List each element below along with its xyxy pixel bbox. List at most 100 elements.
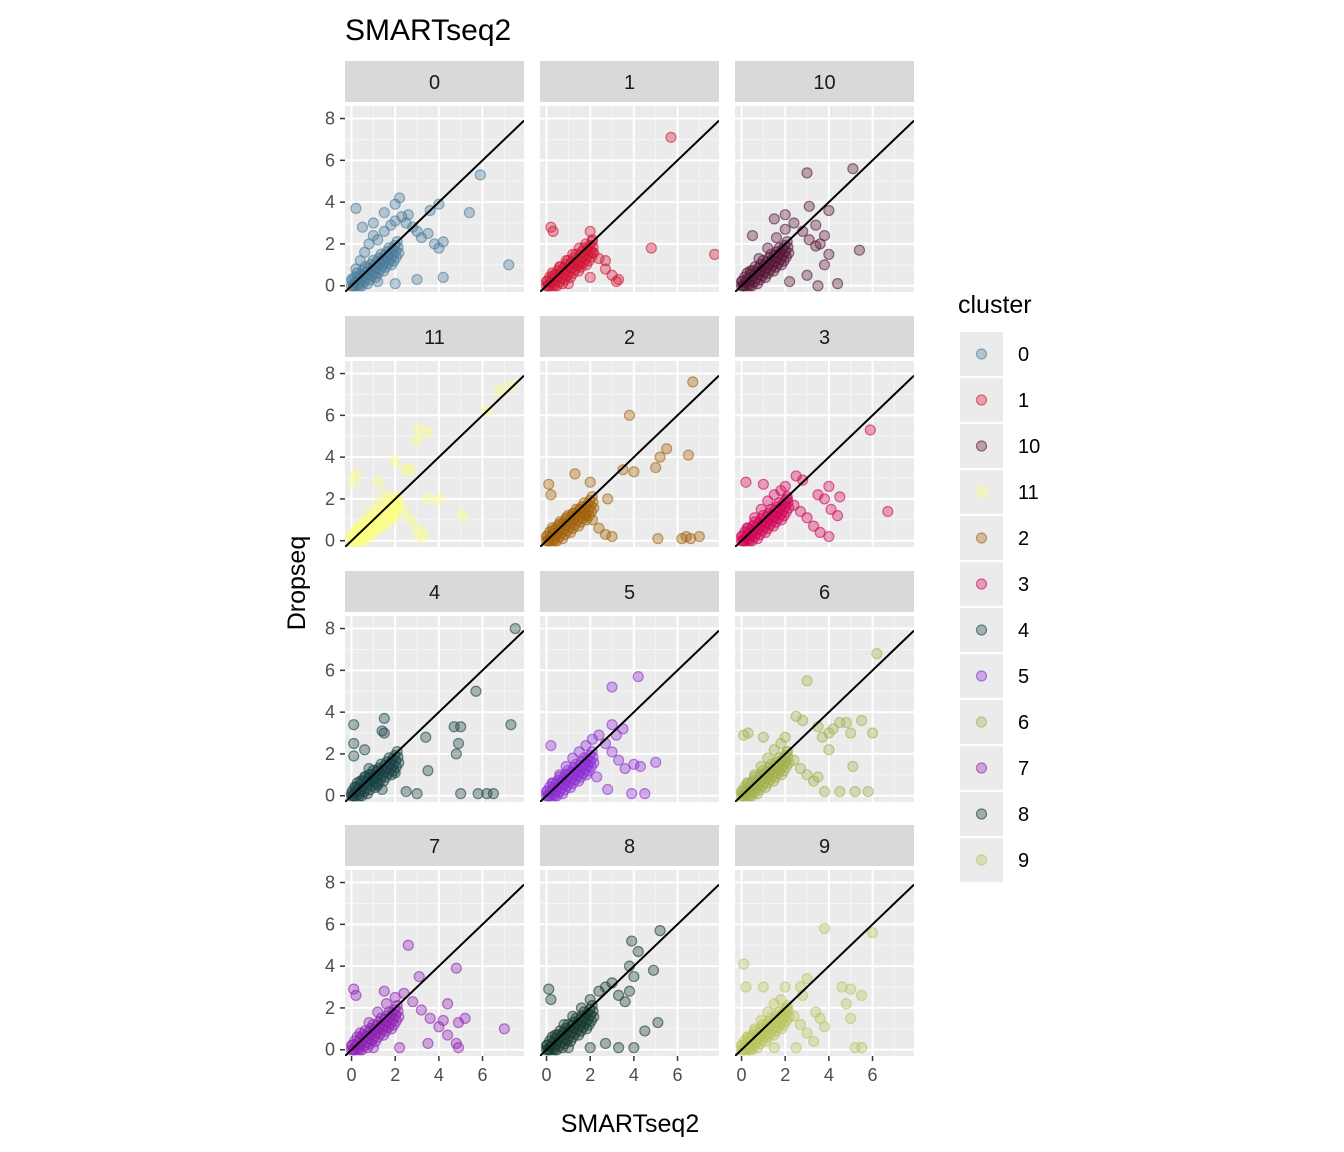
- data-point: [801, 269, 813, 281]
- facet-strip: [735, 825, 914, 866]
- x-tick-label: 2: [390, 1065, 400, 1085]
- data-point: [437, 1014, 449, 1027]
- legend-key: [960, 792, 1003, 836]
- data-point: [367, 217, 379, 229]
- data-point: [623, 985, 636, 997]
- identity-line: [540, 119, 719, 292]
- facet-strip-label: 4: [429, 582, 440, 604]
- data-point: [599, 255, 612, 267]
- data-point: [378, 712, 390, 725]
- data-point: [654, 451, 666, 463]
- data-point: [693, 530, 705, 543]
- legend-item-0: 0: [960, 332, 1029, 376]
- data-point: [457, 510, 469, 522]
- legend-label: 9: [1018, 850, 1029, 872]
- data-point: [812, 771, 824, 783]
- data-point: [584, 225, 596, 237]
- data-point: [652, 533, 664, 545]
- y-tick-label: 6: [325, 914, 335, 934]
- legend-key: [960, 654, 1003, 698]
- facet-strip: [735, 316, 914, 357]
- data-point: [866, 727, 879, 739]
- facet-strip-label: 5: [624, 582, 635, 604]
- x-tick-label: 6: [868, 1065, 878, 1085]
- facet-panel-3: 3: [735, 316, 914, 547]
- panel-marks: [540, 629, 719, 802]
- y-tick-label: 4: [325, 447, 335, 467]
- data-point: [422, 493, 434, 505]
- data-point: [836, 981, 848, 993]
- facet-panel-9: 9 0 2 4 6: [735, 825, 914, 1085]
- data-point: [494, 384, 506, 396]
- identity-line: [540, 883, 719, 1056]
- data-point: [634, 760, 647, 773]
- data-point: [632, 671, 644, 683]
- identity-line: [735, 119, 914, 292]
- data-point: [433, 493, 445, 505]
- data-point: [393, 1042, 406, 1054]
- data-point: [801, 167, 813, 179]
- facet-panel-10: 10: [735, 61, 914, 292]
- data-point: [853, 244, 866, 256]
- facet-strip-label: 2: [624, 327, 635, 349]
- data-point: [845, 983, 857, 995]
- x-tick-label: 0: [542, 1065, 552, 1085]
- facet-panel-11: 11 0 2 4 6 8: [325, 316, 524, 551]
- data-point: [350, 468, 362, 480]
- legend-item-2: 2: [960, 516, 1029, 560]
- data-point: [783, 757, 795, 769]
- data-point: [831, 510, 844, 522]
- facet-strip: [345, 61, 524, 102]
- data-point: [437, 271, 449, 283]
- data-point: [779, 480, 791, 492]
- data-point: [545, 739, 557, 752]
- data-point: [626, 935, 638, 947]
- legend-key: [960, 378, 1003, 422]
- y-tick-label: 0: [325, 276, 335, 296]
- legend-key: [960, 608, 1003, 652]
- data-point: [441, 998, 454, 1010]
- data-point: [411, 788, 423, 800]
- data-point: [569, 468, 581, 480]
- legend-label: 7: [1018, 758, 1029, 780]
- legend-key: [960, 562, 1003, 606]
- data-point: [790, 1042, 802, 1054]
- data-point: [422, 765, 434, 777]
- legend-label: 0: [1018, 344, 1029, 366]
- data-point: [505, 380, 517, 392]
- data-point: [757, 731, 769, 743]
- data-point: [779, 731, 791, 743]
- data-point: [626, 788, 638, 800]
- data-point: [433, 198, 445, 210]
- legend-marker: [975, 532, 988, 544]
- data-point: [606, 530, 618, 543]
- x-tick-label: 6: [673, 1065, 683, 1085]
- data-point: [372, 234, 384, 246]
- legend-item-1: 1: [960, 378, 1029, 422]
- legend-label: 6: [1018, 712, 1029, 734]
- panel-marks: [345, 622, 524, 802]
- legend-label: 5: [1018, 666, 1029, 688]
- data-point: [487, 788, 500, 800]
- data-point: [612, 754, 625, 766]
- data-point: [628, 970, 640, 983]
- data-point: [606, 681, 618, 693]
- data-point: [768, 213, 780, 225]
- legend-label: 1: [1018, 390, 1029, 412]
- data-point: [413, 970, 425, 983]
- data-point: [685, 533, 697, 545]
- data-point: [831, 278, 844, 290]
- data-point: [661, 443, 673, 455]
- data-point: [588, 502, 600, 514]
- data-point: [617, 464, 629, 476]
- data-point: [509, 622, 521, 635]
- legend-key: [960, 332, 1003, 376]
- y-tick-label: 2: [325, 489, 335, 509]
- facet-strip: [735, 571, 914, 612]
- data-point: [584, 476, 596, 488]
- data-point: [623, 409, 636, 421]
- y-tick-label: 6: [325, 150, 335, 170]
- legend-label: 3: [1018, 574, 1029, 596]
- legend-item-3: 3: [960, 562, 1029, 606]
- legend-key: [960, 746, 1003, 790]
